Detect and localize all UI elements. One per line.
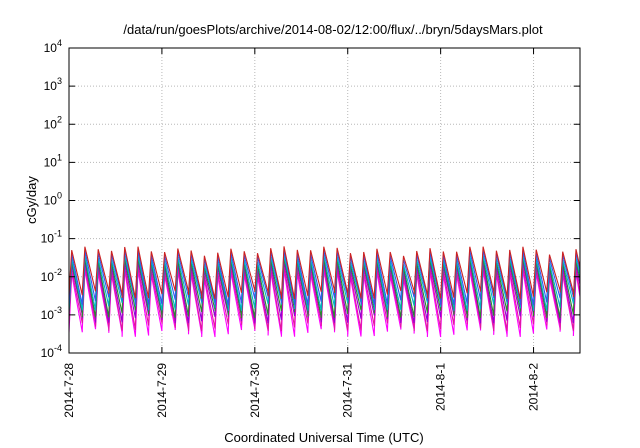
y-tick-label: 101 (44, 152, 62, 169)
y-tick-label: 103 (44, 76, 62, 93)
y-tick-label: 10-1 (41, 229, 62, 246)
y-tick-label: 104 (44, 38, 62, 55)
x-tick-label: 2014-7-30 (248, 363, 262, 418)
x-tick-label: 2014-8-2 (527, 363, 541, 411)
y-tick-label: 10-2 (41, 267, 62, 284)
y-tick-label: 100 (44, 191, 62, 208)
x-tick-label: 2014-7-29 (155, 363, 169, 418)
x-tick-label: 2014-7-31 (341, 363, 355, 418)
chart-title: /data/run/goesPlots/archive/2014-08-02/1… (123, 22, 543, 37)
x-tick-label: 2014-7-28 (62, 363, 76, 418)
y-tick-label: 10-4 (41, 343, 62, 360)
y-tick-label: 10-3 (41, 305, 62, 322)
x-axis: 2014-7-28 2014-7-29 2014-7-30 2014-7-31 2014… (62, 48, 541, 418)
x-axis-label: Coordinated Universal Time (UTC) (224, 430, 423, 445)
y-tick-label: 102 (44, 114, 62, 131)
series-line (69, 246, 580, 300)
y-axis-label: cGy/day (24, 176, 39, 224)
series-group (69, 246, 580, 338)
x-tick-label: 2014-8-1 (434, 363, 448, 411)
y-axis: 10-4 10-3 10-2 10-1 100 101 102 103 104 (41, 38, 580, 360)
